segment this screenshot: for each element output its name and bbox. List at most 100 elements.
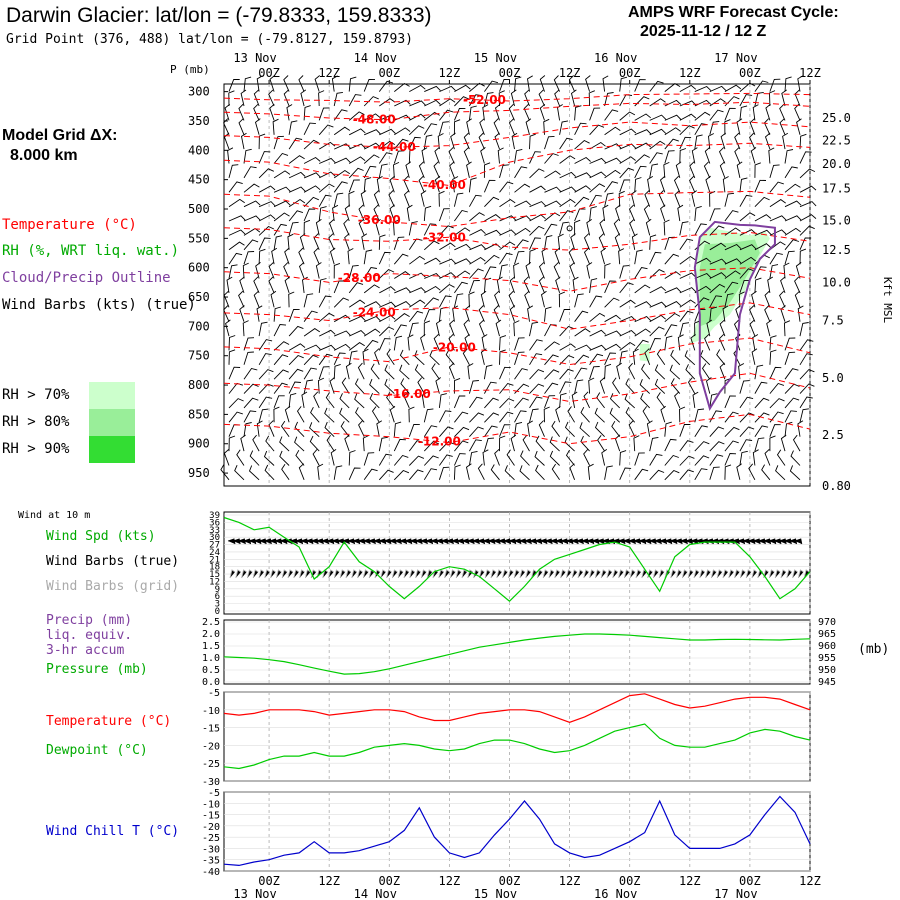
surface-barb-grid — [287, 569, 294, 579]
isotherm-line — [223, 190, 811, 228]
wind-barb — [243, 200, 261, 208]
x-tick-label-bottom: 12Z — [679, 874, 701, 888]
wind-barb — [514, 421, 523, 437]
wind-barb — [769, 199, 786, 208]
wind-barb — [469, 439, 482, 452]
wind-barb — [619, 156, 636, 164]
wind-barb — [454, 440, 469, 452]
wind-barb — [632, 348, 639, 365]
wind-barb — [318, 107, 330, 121]
isotherm-line — [223, 121, 811, 148]
surface-barb — [747, 538, 756, 545]
wind-barb — [228, 411, 243, 423]
wind-barb — [339, 393, 350, 409]
wind-barb — [303, 156, 321, 164]
wind-barb — [589, 295, 603, 308]
wind-barb — [363, 249, 373, 265]
pressure-tick-label: 900 — [188, 437, 210, 451]
wind-barb — [529, 396, 543, 409]
wind-barb — [769, 229, 787, 236]
wind-barb — [709, 85, 727, 93]
wind-barb — [514, 410, 527, 423]
isotherm-line — [223, 142, 811, 187]
wind-barb — [799, 339, 814, 351]
wind-barb — [574, 208, 586, 222]
precip-tick-label: 0.0 — [202, 677, 220, 688]
wind-barb — [348, 342, 365, 351]
wind-barb — [559, 186, 577, 193]
legend-temperature: Temperature (°C) — [2, 217, 137, 233]
pressure-tick-label: 950 — [818, 665, 836, 676]
wind-barb — [325, 392, 335, 409]
wind-barb — [228, 424, 241, 437]
pressure-tick-label: 300 — [188, 85, 210, 99]
wind-barb — [288, 392, 297, 408]
isotherm-label: -20.00 — [433, 340, 476, 354]
wind-barb — [529, 225, 545, 236]
wind-barb — [468, 177, 477, 193]
wind-barb — [348, 167, 364, 179]
wind-barb — [679, 255, 696, 265]
wind-barb — [296, 406, 305, 423]
wind-barb — [514, 166, 528, 179]
wind-barb — [370, 363, 380, 380]
surface-barb-grid — [345, 569, 352, 579]
wind-barb — [644, 348, 651, 365]
wind-barb — [596, 392, 605, 409]
wind-barb — [525, 262, 532, 279]
wind-barb — [324, 421, 335, 438]
wind-barb — [529, 237, 541, 250]
wind-barb — [288, 368, 304, 380]
wind-barb — [754, 397, 770, 409]
wind-barb — [568, 75, 576, 92]
windchill-tick-label: -25 — [202, 833, 220, 844]
wind-barb — [538, 89, 545, 107]
wind-barb — [559, 343, 576, 351]
wind-barb — [789, 465, 801, 481]
wind-barb — [634, 165, 647, 179]
wind-barb — [724, 464, 732, 480]
wind-barb — [243, 337, 255, 351]
wind-barb — [544, 382, 559, 394]
wind-barb — [679, 221, 689, 236]
wind-barb — [454, 258, 471, 265]
wind-barb — [348, 264, 359, 279]
surface-barb-grid — [693, 569, 700, 579]
wind-barb — [288, 308, 300, 322]
wind-barb — [602, 75, 609, 92]
wind-barb — [799, 248, 807, 265]
wind-barb — [243, 183, 260, 193]
wind-barb — [499, 411, 514, 423]
wind-barb — [253, 290, 260, 308]
wind-barb — [439, 283, 455, 294]
wind-barb — [709, 283, 726, 294]
surface-barb — [576, 538, 584, 545]
wind-barb — [514, 368, 528, 380]
model-grid-value: 8.000 km — [10, 147, 78, 164]
wind-barb — [363, 154, 380, 164]
wind-barb — [484, 425, 498, 437]
wind-barb — [243, 351, 254, 365]
wind-barb — [724, 210, 739, 222]
surface-barb-grid — [745, 569, 752, 579]
wind-barb — [694, 111, 711, 121]
wind-barb — [452, 176, 459, 193]
wind-barb — [448, 147, 455, 164]
precip-tick-label: 1.0 — [202, 653, 220, 664]
wind-barb — [483, 266, 497, 279]
wind-barb — [273, 341, 290, 351]
wind-barb — [408, 440, 424, 452]
surface-barb-grid — [496, 569, 503, 579]
wind-barb — [273, 212, 290, 222]
legend-temperature2: Temperature (°C) — [46, 714, 172, 729]
wind-barb — [589, 157, 607, 164]
pressure-tick-label: 800 — [188, 378, 210, 392]
wind-barb — [483, 179, 496, 193]
wind-barb — [619, 167, 635, 179]
wind-barb — [409, 255, 426, 265]
surface-barb-grid — [623, 569, 630, 579]
wind-barb — [724, 426, 740, 438]
wind-barb — [288, 210, 304, 222]
wind-barb — [724, 411, 739, 423]
wind-barb — [454, 96, 470, 107]
